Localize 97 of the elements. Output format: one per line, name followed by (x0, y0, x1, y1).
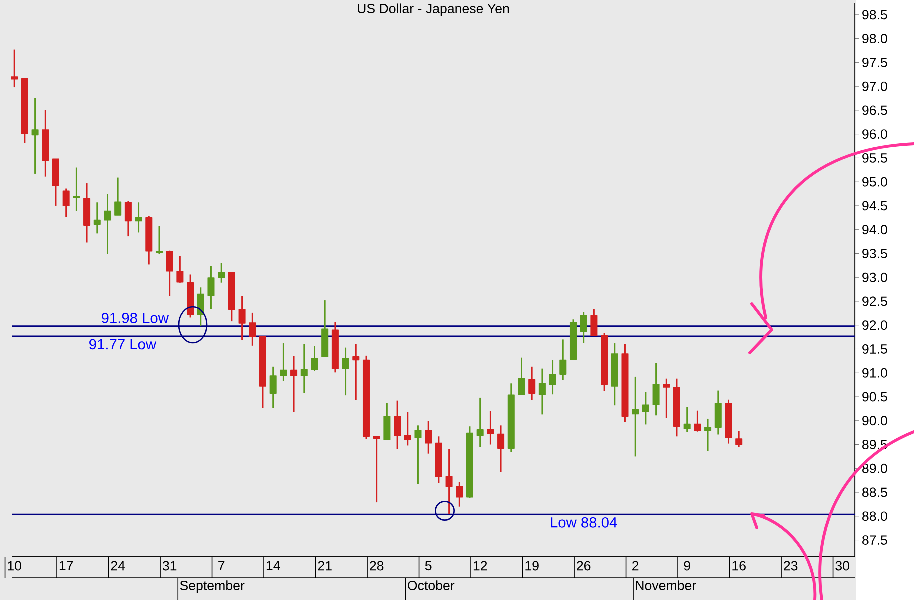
chart-title: US Dollar - Japanese Yen (358, 4, 510, 16)
candlestick (518, 357, 526, 396)
candlestick (156, 226, 163, 255)
candlestick (394, 400, 402, 450)
candlestick (456, 482, 464, 508)
x-tick-label: 30 (836, 561, 850, 571)
y-tick-label: 98.5 (862, 10, 888, 20)
candlestick (549, 359, 556, 396)
x-tick-label: 16 (732, 561, 746, 571)
candlestick (736, 430, 743, 448)
candlestick (528, 366, 536, 402)
x-tick-label: 17 (60, 561, 74, 570)
x-tick-label: 23 (784, 561, 798, 571)
y-tick-label: 87.5 (862, 536, 888, 545)
y-tick-label: 89.0 (862, 464, 888, 474)
ref-line-label: 91.98 Low (102, 313, 169, 324)
x-tick-label: 9 (684, 561, 690, 571)
y-tick-label: 97.0 (862, 82, 888, 92)
candlestick (124, 200, 132, 238)
x-tick-label: 28 (370, 561, 384, 571)
candlestick (714, 390, 722, 436)
candlestick (208, 265, 215, 310)
y-tick-label: 90.5 (862, 392, 888, 402)
x-tick-label: 21 (318, 561, 332, 571)
y-tick-label: 97.5 (862, 58, 888, 68)
candlestick (11, 49, 18, 88)
candlestick (352, 343, 360, 402)
y-tick-label: 95.0 (862, 177, 888, 187)
y-tick-label: 91.0 (862, 368, 888, 378)
y-tick-label: 92.5 (862, 296, 888, 306)
candlestick (694, 410, 702, 433)
y-tick-label: 93.5 (862, 249, 888, 258)
candlestick (476, 397, 484, 448)
candlestick (538, 368, 546, 416)
candlestick (652, 362, 660, 416)
candlestick (104, 194, 112, 255)
candlestick (498, 424, 505, 474)
candlestick (197, 286, 204, 328)
candlestick (632, 376, 640, 458)
candlestick (373, 436, 380, 504)
text: September (180, 580, 245, 594)
y-tick-label: 88.5 (862, 488, 888, 498)
x-tick-label: 5 (425, 561, 432, 571)
y-tick-label: 95.5 (862, 153, 888, 163)
ref-line-label: Low 88.04 (551, 517, 618, 528)
ref-line-label: 91.77 Low (90, 339, 157, 350)
y-tick-label: 90.0 (862, 416, 888, 426)
candlestick (342, 347, 350, 396)
candlestick (704, 418, 712, 452)
candlestick (114, 177, 122, 216)
candlestick (414, 424, 422, 486)
candlestick (62, 188, 70, 218)
y-tick-label: 92.0 (862, 320, 888, 330)
y-tick-label: 93.0 (862, 272, 888, 282)
candlestick (280, 342, 288, 382)
candlestick (663, 378, 670, 420)
candlestick (32, 97, 39, 175)
candlestick (73, 167, 80, 212)
candlestick (684, 406, 691, 434)
x-tick-label: 10 (8, 561, 22, 571)
candlestick (270, 366, 277, 409)
candlestick (590, 308, 598, 338)
candlestick (300, 343, 308, 394)
text: November (636, 580, 696, 590)
candlestick (176, 255, 184, 284)
candlestick (249, 312, 256, 347)
x-tick-label: 19 (526, 561, 539, 571)
y-tick-label: 98.0 (862, 34, 888, 44)
text: October (408, 580, 455, 590)
candlestick (94, 202, 101, 234)
candlestick (580, 311, 588, 344)
candlestick (166, 250, 174, 297)
candlestick (446, 448, 453, 516)
x-tick-label: 31 (162, 561, 177, 571)
x-tick-label: 24 (111, 561, 126, 571)
candlestick (642, 391, 650, 426)
candlestick (487, 410, 494, 446)
x-tick-label: 7 (218, 561, 225, 570)
y-tick-label: 88.0 (862, 512, 888, 522)
candlestick (384, 402, 391, 441)
y-tick-label: 96.5 (862, 106, 888, 116)
y-tick-label: 96.0 (862, 130, 888, 140)
x-tick-label: 14 (266, 561, 280, 570)
y-tick-label: 94.0 (862, 225, 888, 235)
candlestick (425, 420, 432, 455)
candlestick (238, 296, 246, 341)
candlestick (311, 346, 318, 372)
y-tick-label: 94.5 (862, 201, 888, 211)
y-tick-label: 91.5 (862, 344, 888, 354)
x-tick-label: 26 (577, 561, 591, 571)
candlestick (218, 262, 226, 284)
candlestick (404, 412, 412, 446)
candlestick (135, 202, 142, 234)
candlestick (560, 338, 567, 382)
x-tick-label: 2 (632, 561, 639, 571)
candlestick (290, 356, 298, 414)
x-tick-label: 12 (474, 561, 488, 571)
